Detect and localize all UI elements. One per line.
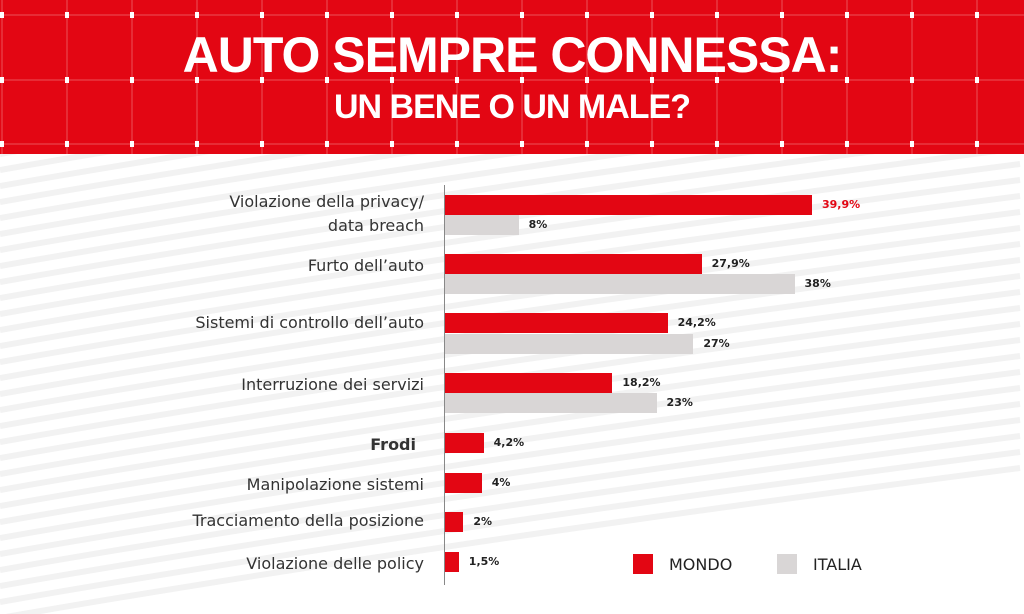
category-label: Sistemi di controllo dell’auto <box>195 313 424 332</box>
grid-pattern <box>0 0 1024 154</box>
category-label: Violazione della privacy/ data breach <box>229 192 424 235</box>
mondo-bar <box>445 195 812 215</box>
legend-swatch-mondo <box>633 554 653 574</box>
mondo-bar <box>445 433 484 453</box>
category-label: Frodi <box>370 435 416 454</box>
mondo-bar <box>445 552 459 572</box>
data-label: 4% <box>491 476 511 489</box>
page-subtitle: UN BENE O UN MALE? <box>334 88 691 126</box>
mondo-bar <box>445 254 702 274</box>
data-label: 24,2% <box>677 316 716 329</box>
y-axis <box>444 185 445 585</box>
data-label: 4,2% <box>493 436 525 449</box>
mondo-bar <box>445 473 482 493</box>
legend-label-italia: ITALIA <box>813 555 862 574</box>
italia-bar <box>445 393 657 413</box>
data-label: 27% <box>703 337 730 350</box>
data-label: 38% <box>804 277 831 290</box>
category-label: Interruzione dei servizi <box>241 375 424 394</box>
legend-label-mondo: MONDO <box>669 555 733 574</box>
mondo-bar <box>445 373 613 393</box>
mondo-bar <box>445 512 464 532</box>
italia-bar <box>445 334 694 354</box>
data-label: 27,9% <box>711 257 750 270</box>
italia-bar <box>445 274 795 294</box>
header-banner: AUTO SEMPRE CONNESSA: UN BENE O UN MALE? <box>0 0 1024 154</box>
data-label: 39,9% <box>822 198 861 211</box>
data-label: 2% <box>473 515 493 528</box>
italia-bar <box>445 215 519 235</box>
legend-swatch-italia <box>777 554 797 574</box>
data-label: 18,2% <box>622 376 661 389</box>
page-title: AUTO SEMPRE CONNESSA: <box>182 27 843 83</box>
mondo-bar <box>445 313 668 333</box>
category-label: Furto dell’auto <box>307 256 424 275</box>
category-label: Violazione delle policy <box>246 554 424 573</box>
data-label: 23% <box>666 396 693 409</box>
data-label: 1,5% <box>468 555 500 568</box>
category-label: Manipolazione sistemi <box>246 475 424 494</box>
data-label: 8% <box>528 218 548 231</box>
category-label: Tracciamento della posizione <box>192 511 425 530</box>
